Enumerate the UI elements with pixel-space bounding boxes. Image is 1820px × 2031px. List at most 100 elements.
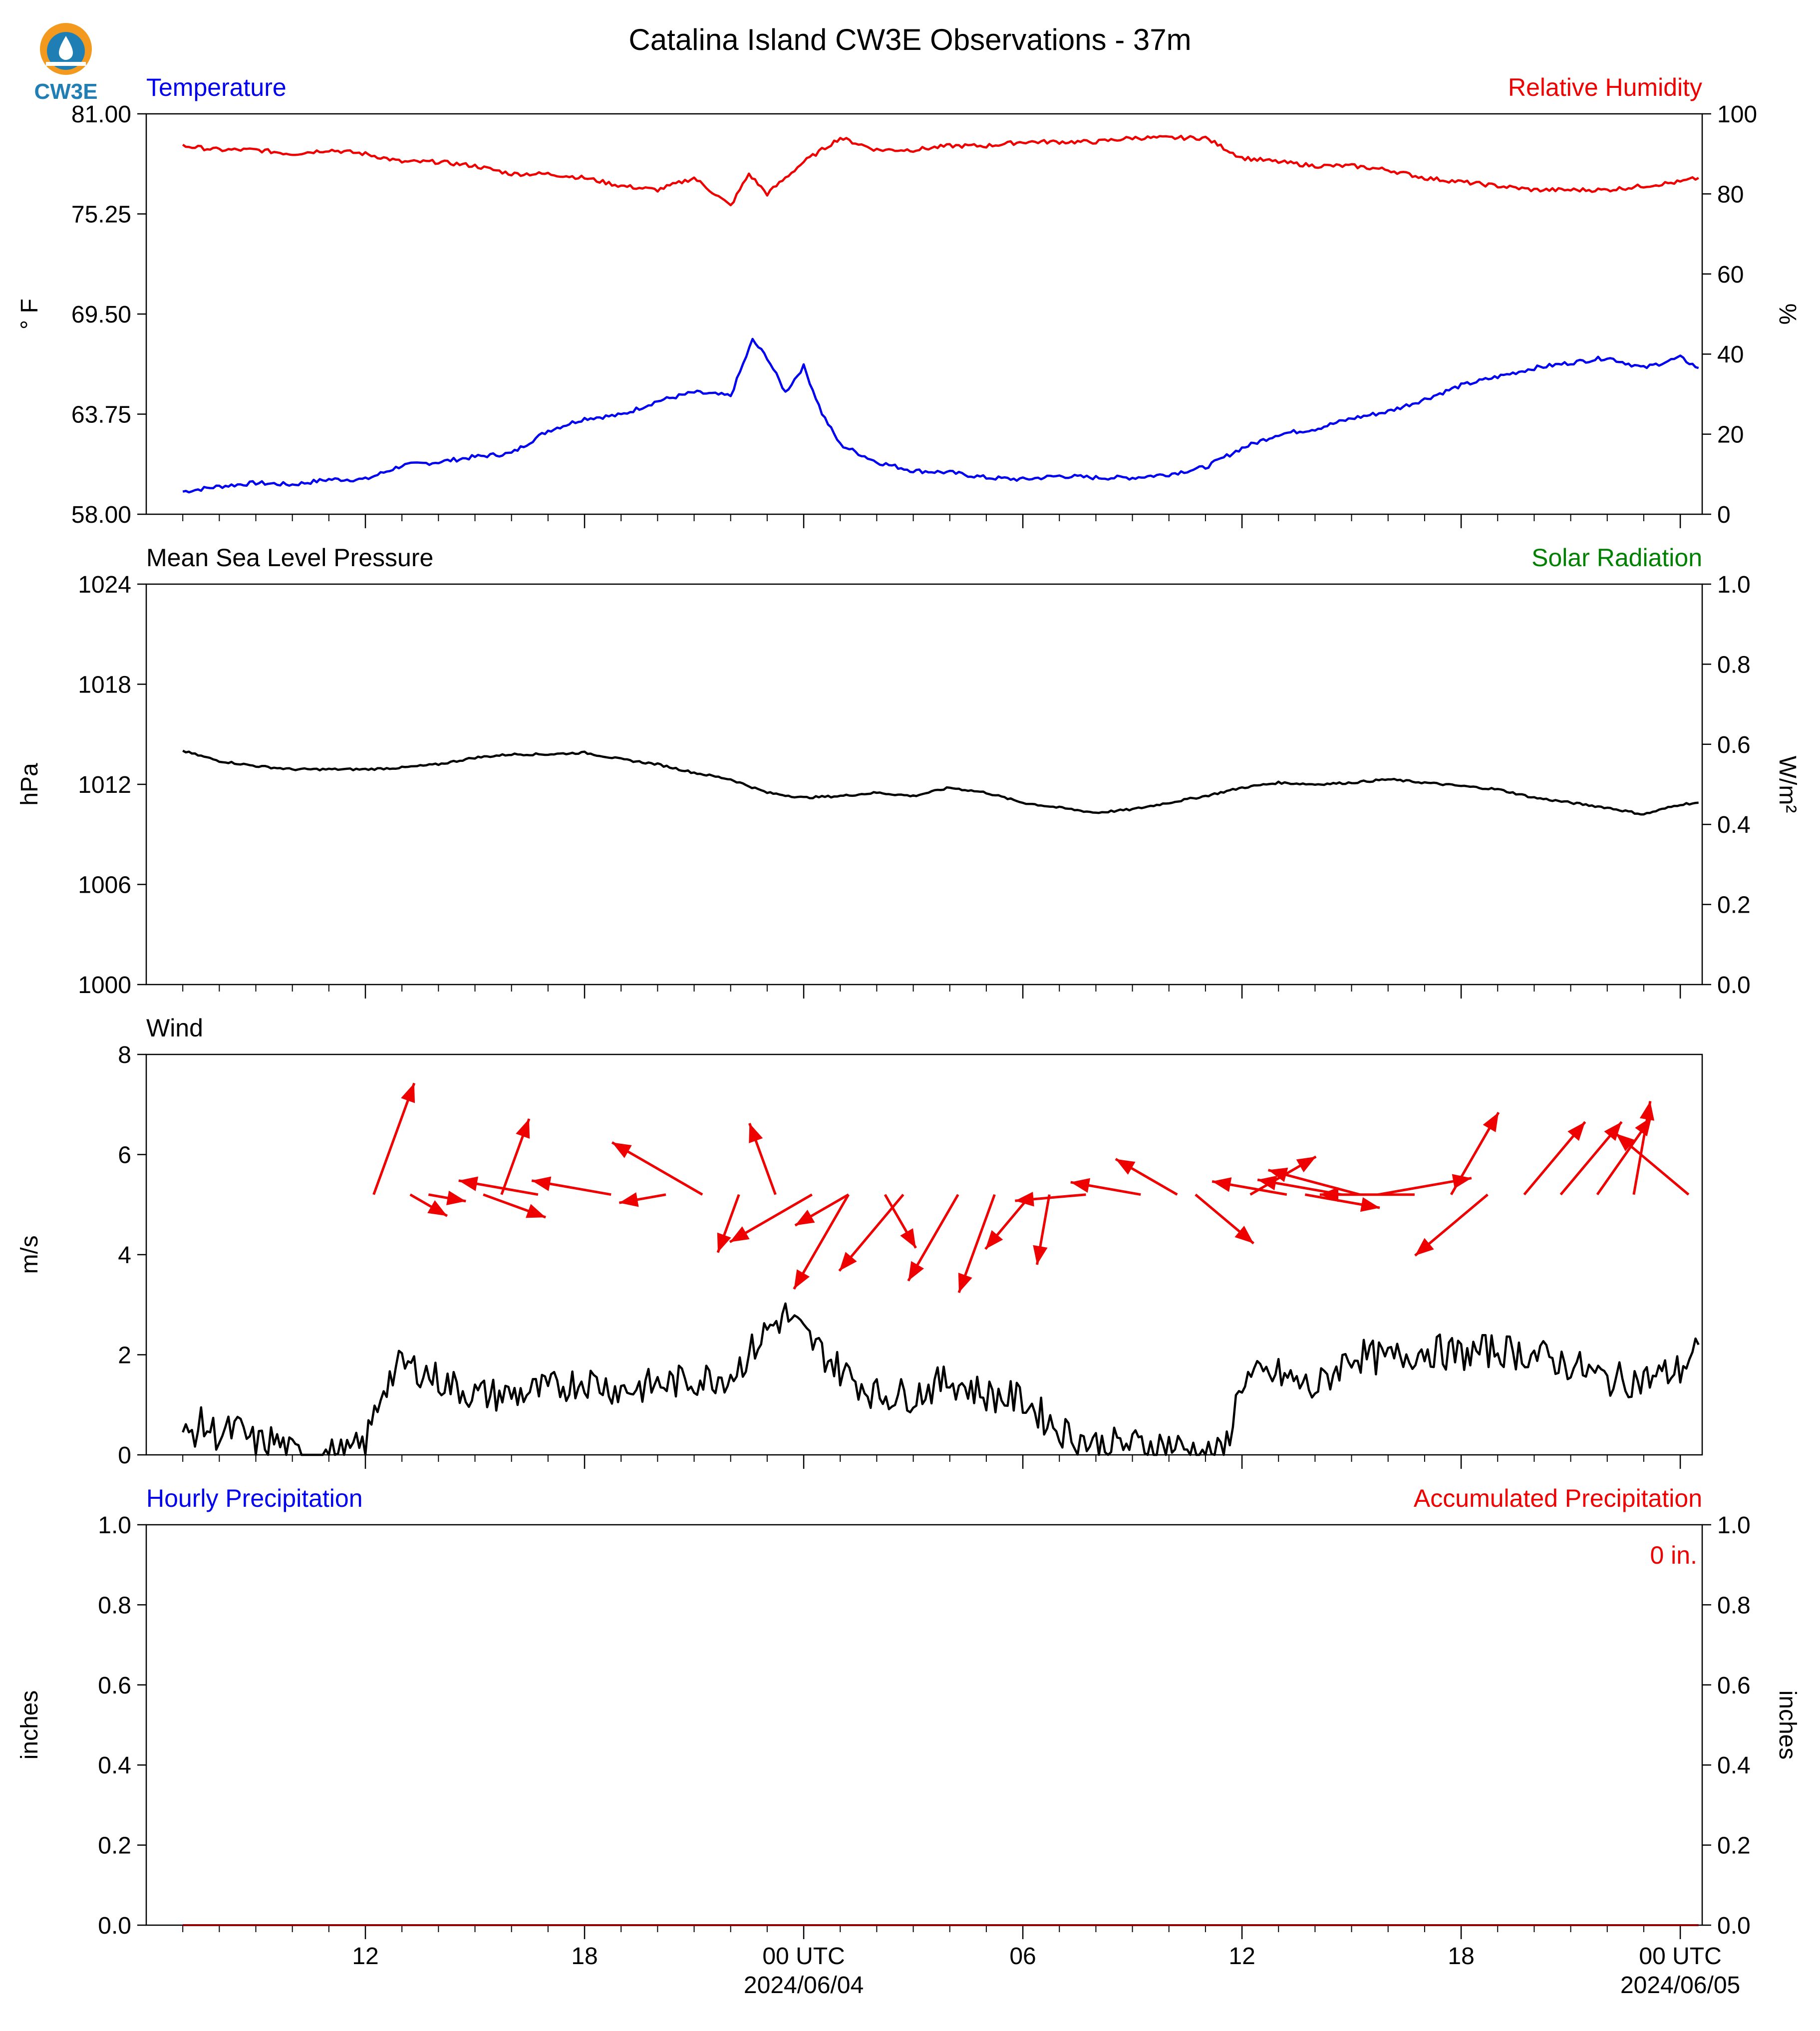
wind-arrow-head — [526, 1204, 546, 1218]
y-tick-label: 75.25 — [71, 202, 131, 228]
wind-arrow — [409, 1193, 448, 1217]
x-tick-label: 06 — [1009, 1943, 1036, 1970]
wind-arrow-head — [985, 1230, 1003, 1249]
panels: 81.0075.2569.5063.7558.00100806040200Tem… — [16, 73, 1801, 1999]
logo-drop-icon — [59, 36, 73, 60]
wind-arrow-head — [730, 1226, 750, 1242]
y2-tick-label: 60 — [1717, 262, 1744, 288]
x-tick-label: 00 UTC — [1639, 1943, 1721, 1970]
y-tick-label: 58.00 — [71, 502, 131, 528]
y-tick-label: 0.8 — [98, 1592, 131, 1619]
accumulated-total-label: 0 in. — [1650, 1541, 1697, 1569]
y2-axis-label: inches — [1774, 1691, 1801, 1760]
wind-arrow — [500, 1118, 531, 1195]
left-series-label: Mean Sea Level Pressure — [146, 544, 433, 572]
y2-tick-label: 40 — [1717, 341, 1744, 368]
wind-arrow — [1212, 1177, 1287, 1196]
wind-arrow — [618, 1192, 666, 1207]
y-tick-label: 1024 — [78, 572, 131, 598]
wind-arrow-head — [1212, 1177, 1232, 1192]
wind-arrow — [1523, 1121, 1586, 1196]
wind-arrow — [1033, 1194, 1051, 1265]
y2-tick-label: 0.2 — [1717, 1833, 1751, 1859]
wind-arrow — [1450, 1111, 1500, 1195]
wind-arrow — [1195, 1193, 1254, 1245]
x-date-label: 2024/06/04 — [744, 1972, 864, 1999]
y-axis-label: hPa — [16, 763, 43, 806]
wind-arrow — [957, 1194, 996, 1293]
wind-arrow-head — [749, 1123, 763, 1143]
wind-arrow — [793, 1194, 850, 1290]
wind-arrow-shaft — [372, 1082, 416, 1195]
y2-tick-label: 0.6 — [1717, 732, 1751, 758]
wind-arrow-head — [795, 1210, 815, 1226]
logo-text: CW3E — [34, 79, 97, 104]
y2-tick-label: 20 — [1717, 422, 1744, 448]
x-tick-label: 18 — [1448, 1943, 1474, 1970]
right-series-label: Relative Humidity — [1508, 73, 1702, 101]
y2-tick-label: 100 — [1717, 101, 1757, 128]
wind-arrow-head — [1415, 1238, 1434, 1256]
y-tick-label: 1012 — [78, 772, 131, 798]
wind-arrow — [1414, 1193, 1489, 1257]
y-tick-label: 0.2 — [98, 1833, 131, 1859]
y2-tick-label: 0.8 — [1717, 1592, 1751, 1619]
y-axis-label: ° F — [16, 299, 43, 330]
wind-arrow — [748, 1123, 777, 1195]
wind-arrow-head — [1015, 1192, 1034, 1207]
wind-arrow-head — [1234, 1226, 1254, 1244]
x-tick-label: 12 — [352, 1943, 378, 1970]
logo-wave-icon — [46, 62, 86, 66]
x-tick-label: 18 — [571, 1943, 598, 1970]
plot-frame — [145, 1524, 1703, 1926]
series-line-2 — [182, 134, 1699, 207]
series-line-1 — [182, 1302, 1700, 1456]
wind-arrow-head — [458, 1176, 478, 1191]
y-tick-label: 1.0 — [98, 1512, 131, 1539]
panel-4: 1.0 0.8 0.6 0.4 0.2 0.0 1.0 0.8 0.6 0.4 0.2 0.0 Hour… — [16, 1484, 1801, 1939]
wind-arrow-head — [446, 1190, 466, 1206]
plot-frame — [145, 583, 1703, 986]
wind-arrow-head — [900, 1228, 916, 1248]
wind-arrow — [372, 1082, 416, 1195]
y2-tick-label: 80 — [1717, 181, 1744, 208]
wind-arrow — [1267, 1167, 1360, 1196]
y-tick-label: 6 — [118, 1142, 131, 1169]
wind-arrow-head — [1257, 1175, 1277, 1191]
y-tick-label: 81.00 — [71, 101, 131, 128]
series-line-1 — [182, 338, 1699, 494]
y-tick-label: 63.75 — [71, 402, 131, 428]
wind-arrow-head — [1319, 1187, 1339, 1202]
wind-arrow — [1559, 1121, 1623, 1196]
wind-arrow — [1115, 1158, 1178, 1196]
y2-tick-label: 0.6 — [1717, 1673, 1751, 1699]
wind-arrow — [1319, 1187, 1415, 1202]
wind-arrow-head — [1567, 1122, 1585, 1141]
wind-arrow-head — [908, 1261, 924, 1281]
y2-axis-label: % — [1774, 304, 1801, 325]
y-tick-label: 1000 — [78, 972, 131, 999]
left-series-label: Temperature — [146, 73, 287, 101]
x-date-label: 2024/06/05 — [1620, 1972, 1740, 1999]
y-tick-label: 2 — [118, 1343, 131, 1369]
wind-arrow-head — [1616, 1133, 1635, 1151]
right-series-label: Accumulated Precipitation — [1414, 1484, 1702, 1512]
wind-arrow-head — [516, 1118, 530, 1139]
panel-3: 8 6 4 2 0 Wind m/s — [16, 1014, 1703, 1469]
wind-arrow-head — [1639, 1101, 1655, 1121]
wind-arrow-head — [958, 1273, 972, 1293]
y2-tick-label: 0.8 — [1717, 652, 1751, 678]
y-tick-label: 1006 — [78, 872, 131, 899]
y2-axis-label: W/m² — [1774, 756, 1801, 813]
y-axis-label: m/s — [16, 1235, 43, 1274]
wind-arrow — [428, 1190, 466, 1206]
wind-arrow — [907, 1194, 959, 1282]
y-tick-label: 4 — [118, 1242, 131, 1269]
wind-arrow-head — [1483, 1112, 1499, 1132]
wind-arrow-head — [839, 1252, 857, 1271]
figure-title: Catalina Island CW3E Observations - 37m — [628, 23, 1191, 56]
x-tick-label: 12 — [1228, 1943, 1255, 1970]
wind-arrow-head — [1360, 1197, 1380, 1212]
plot-frame — [145, 113, 1703, 515]
